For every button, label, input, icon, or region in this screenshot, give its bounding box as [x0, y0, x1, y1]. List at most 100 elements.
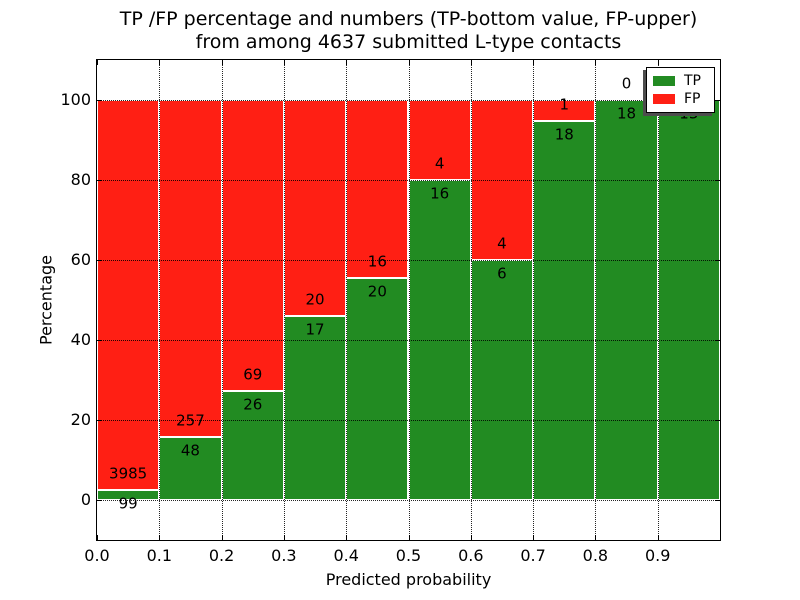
x-tick-label: 0.3 [271, 546, 297, 565]
gridline-vertical [533, 60, 535, 540]
bar-segment-fp [221, 100, 284, 391]
x-tick-mark [221, 60, 223, 65]
bar-segment-tp [159, 437, 222, 500]
legend-fp-label: FP [684, 91, 701, 108]
x-tick-label: 0.6 [458, 546, 484, 565]
x-tick-mark [470, 535, 472, 540]
x-tick-label: 0.8 [582, 546, 609, 565]
x-tick-label: 0.5 [395, 546, 422, 565]
y-tick-mark [715, 420, 720, 421]
bar-segment-tp [97, 490, 160, 500]
bar-count-label-fp: 69 [243, 365, 263, 384]
bar-segment-fp [408, 100, 471, 180]
y-tick-label: 80 [70, 170, 91, 189]
legend-entry-tp: TP [653, 73, 708, 89]
gridline-vertical [657, 60, 659, 540]
bar-segment-tp [595, 100, 658, 500]
x-tick-label: 0.4 [333, 546, 359, 565]
bar-segment-fp [159, 100, 222, 438]
y-tick-mark [715, 500, 720, 501]
x-axis-label: Predicted probability [325, 570, 492, 589]
bar-segment-tp [283, 316, 347, 500]
bar-count-label-tp: 6 [497, 264, 507, 283]
bar-count-label-fp: 1 [559, 95, 570, 114]
gridline-vertical [470, 60, 472, 540]
bar-count-label-tp: 99 [118, 494, 138, 513]
y-tick-mark [715, 100, 720, 101]
y-tick-label: 100 [60, 90, 91, 109]
y-tick-mark [715, 340, 720, 341]
y-tick-mark [97, 340, 102, 341]
y-tick-label: 0 [80, 490, 91, 509]
gridline-vertical [221, 60, 223, 540]
y-tick-mark [97, 180, 102, 181]
bar-count-label-tp: 18 [617, 104, 637, 123]
legend-fp-swatch-icon [653, 94, 675, 105]
x-tick-mark [657, 535, 659, 540]
x-tick-mark [346, 535, 348, 540]
x-tick-mark [408, 60, 410, 65]
legend-tp-label: TP [684, 72, 701, 89]
legend-entry-fp: FP [653, 91, 708, 107]
bar-count-label-fp: 0 [621, 74, 632, 93]
x-tick-mark [221, 535, 223, 540]
legend-tp-swatch-icon [653, 75, 675, 86]
plot-area: 3985992574869262017162041646118018013 [97, 60, 720, 540]
y-tick-mark [97, 500, 102, 501]
x-tick-mark [346, 60, 348, 65]
gridline-vertical [595, 60, 597, 540]
x-tick-mark [159, 535, 161, 540]
x-tick-mark [470, 60, 472, 65]
bar-count-label-fp: 3985 [109, 464, 148, 483]
x-tick-mark [159, 60, 161, 65]
x-tick-mark [657, 60, 659, 65]
x-tick-mark [595, 535, 597, 540]
chart-title-line2: from among 4637 submitted L-type contact… [195, 31, 622, 53]
x-tick-mark [283, 60, 285, 65]
bar-count-label-tp: 48 [180, 441, 200, 460]
x-tick-label: 0.2 [208, 546, 235, 565]
legend: TP FP [646, 67, 715, 113]
y-tick-label: 40 [70, 330, 91, 349]
bar-count-label-fp: 16 [367, 252, 387, 271]
gridline-vertical [159, 60, 161, 540]
bar-segment-tp [657, 100, 720, 500]
bar-segment-tp [346, 277, 409, 500]
y-tick-mark [715, 180, 720, 181]
x-tick-mark [595, 60, 597, 65]
y-tick-label: 60 [70, 250, 91, 269]
x-tick-mark [283, 535, 285, 540]
bar-count-label-tp: 18 [554, 125, 574, 144]
y-tick-mark [715, 260, 720, 261]
x-tick-mark [533, 535, 535, 540]
x-tick-mark [408, 535, 410, 540]
bar-segment-tp [470, 260, 534, 500]
bar-count-label-tp: 16 [430, 184, 450, 203]
bar-segment-fp [97, 100, 160, 491]
x-tick-label: 0.7 [520, 546, 546, 565]
bar-count-label-tp: 20 [367, 282, 387, 301]
x-tick-label: 0.1 [146, 546, 173, 565]
bar-count-label-fp: 4 [497, 234, 507, 253]
bar-count-label-fp: 257 [176, 411, 205, 430]
gridline-vertical [346, 60, 348, 540]
y-tick-mark [97, 100, 102, 101]
y-tick-mark [97, 260, 102, 261]
x-tick-mark [97, 535, 98, 540]
bar-count-label-fp: 20 [305, 290, 325, 309]
bar-count-label-tp: 26 [243, 395, 263, 414]
x-tick-label: 0.0 [84, 546, 110, 565]
y-tick-label: 20 [70, 410, 91, 429]
gridline-vertical [283, 60, 285, 540]
y-tick-mark [97, 420, 102, 421]
bar-count-label-tp: 17 [305, 320, 325, 339]
x-tick-label: 0.9 [644, 546, 671, 565]
x-tick-mark [533, 60, 535, 65]
x-tick-mark [97, 60, 98, 65]
bar-segment-fp [283, 100, 347, 317]
bar-segment-fp [346, 100, 409, 278]
bar-count-label-fp: 4 [434, 154, 445, 173]
chart-title-line1: TP /FP percentage and numbers (TP-bottom… [119, 8, 698, 30]
bar-segment-tp [533, 121, 596, 500]
